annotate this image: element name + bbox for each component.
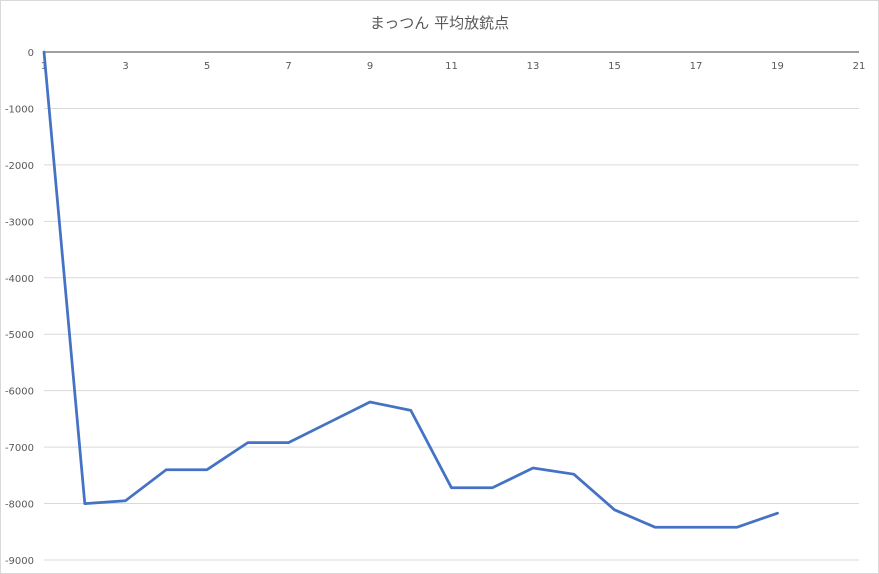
series-group [42, 50, 779, 529]
y-tick-label: -6000 [5, 387, 34, 398]
y-tick-label: -7000 [5, 443, 34, 454]
y-tick-label: -4000 [5, 274, 34, 285]
x-tick-label: 5 [204, 61, 210, 72]
x-tick-label: 7 [285, 61, 291, 72]
chart-title: まっつん 平均放銃点 [369, 14, 510, 32]
x-tick-label: 3 [122, 61, 128, 72]
y-tick-label: -5000 [5, 330, 34, 341]
y-tick-label: -8000 [5, 500, 34, 511]
gridlines [44, 107, 859, 561]
x-tick-label: 15 [608, 61, 621, 72]
x-tick-labels: 1 3 5 7 9 11 13 15 17 19 21 [41, 61, 866, 72]
x-tick-label: 13 [527, 61, 540, 72]
y-tick-labels: 0 -1000 -2000 -3000 -4000 -5000 -6000 -7000 -800… [5, 48, 34, 567]
series-line [42, 50, 779, 529]
y-tick-label: -1000 [5, 104, 34, 115]
x-tick-label: 21 [853, 61, 866, 72]
x-tick-label: 17 [690, 61, 703, 72]
x-tick-label: 9 [367, 61, 373, 72]
x-tick-label: 11 [445, 61, 458, 72]
y-tick-label: -2000 [5, 161, 34, 172]
y-tick-label: -3000 [5, 217, 34, 228]
y-tick-label: 0 [28, 48, 34, 59]
y-tick-label: -9000 [5, 556, 34, 567]
x-tick-label: 19 [771, 61, 784, 72]
